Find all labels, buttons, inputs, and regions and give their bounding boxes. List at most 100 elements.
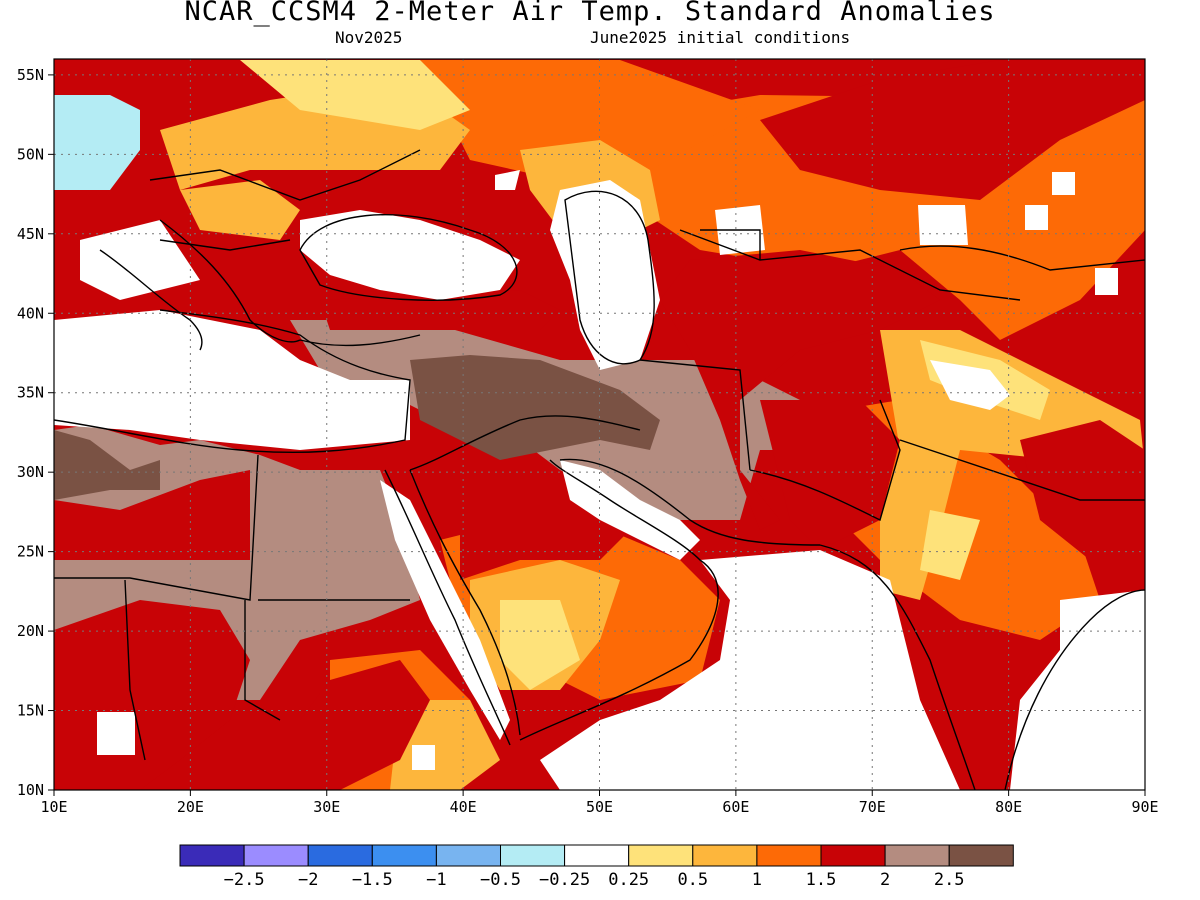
anomaly-region-mediterranean bbox=[54, 310, 410, 450]
colorbar-label: −1 bbox=[426, 870, 446, 890]
colorbar-label: 2.5 bbox=[934, 870, 965, 890]
forecast-month: Nov2025 bbox=[335, 28, 403, 47]
boundary-red-sea-coast bbox=[384, 469, 511, 746]
lat-tick-label: 40N bbox=[17, 304, 44, 322]
colorbar-swatch bbox=[884, 844, 950, 867]
lon-tick-label: 90E bbox=[1131, 798, 1158, 816]
boundary-border-india-n bbox=[899, 439, 1145, 501]
anomaly-region-red-turkey bbox=[320, 290, 560, 330]
anomaly-region-red-sudan-e bbox=[300, 660, 430, 790]
boundary-border-china bbox=[899, 245, 1145, 271]
boundary-border-eu-1 bbox=[149, 149, 421, 201]
colorbar-swatch bbox=[307, 844, 373, 867]
anomaly-region-adriatic bbox=[80, 220, 200, 300]
colorbar-swatch bbox=[435, 844, 501, 867]
colorbar-label: −2.5 bbox=[224, 870, 265, 890]
lon-tick-label: 40E bbox=[450, 798, 477, 816]
colorbar-label: −1.5 bbox=[352, 870, 393, 890]
lat-tick-label: 35N bbox=[17, 384, 44, 402]
boundary-border-ca-2 bbox=[700, 229, 761, 260]
map-title: NCAR_CCSM4 2-Meter Air Temp. Standard An… bbox=[184, 0, 996, 27]
anomaly-region-brown-sahara bbox=[54, 430, 160, 500]
boundary-black-sea-coast bbox=[299, 214, 518, 301]
lat-tick-label: 20N bbox=[17, 622, 44, 640]
boundary-anatolia-coast bbox=[299, 334, 421, 347]
lon-tick-label: 70E bbox=[859, 798, 886, 816]
boundary-arabia-coast bbox=[519, 459, 719, 741]
lon-tick-label: 50E bbox=[586, 798, 613, 816]
anomaly-region-himalaya-white bbox=[930, 360, 1010, 410]
anomaly-region-issyk bbox=[1095, 268, 1118, 295]
lon-tick-label: 80E bbox=[995, 798, 1022, 816]
boundary-italy-coast bbox=[99, 249, 203, 351]
boundary-mediterranean-coast bbox=[54, 309, 411, 454]
colorbar-swatch bbox=[179, 844, 245, 867]
boundary-border-afr-3 bbox=[244, 600, 281, 721]
boundary-red-sea-coast2 bbox=[409, 469, 521, 736]
anomaly-region-arabian-sea bbox=[540, 550, 960, 790]
boundary-border-ca-1 bbox=[679, 229, 1021, 301]
colorbar-swatch bbox=[500, 844, 566, 867]
lat-tick-label: 10N bbox=[17, 781, 44, 799]
anomaly-region-red-kaz bbox=[760, 60, 1145, 200]
boundary-border-afr-4 bbox=[124, 579, 146, 761]
colorbar-label: 1.5 bbox=[806, 870, 837, 890]
boundary-border-pak bbox=[749, 399, 901, 522]
lon-tick-label: 10E bbox=[40, 798, 67, 816]
boundary-border-eu-2 bbox=[159, 239, 291, 251]
anomaly-region-ly-india-c bbox=[920, 510, 980, 580]
lat-tick-label: 25N bbox=[17, 543, 44, 561]
colorbar: −2.5 −2 −1.5 −1 −0.5 −0.25 0.25 0.5 1 1.5 2 2.5 bbox=[179, 844, 1014, 890]
lat-tick-label: 30N bbox=[17, 463, 44, 481]
anomaly-region-black-sea bbox=[300, 210, 520, 300]
colorbar-label: 0.5 bbox=[677, 870, 708, 890]
boundary-border-me-1 bbox=[409, 415, 641, 471]
initial-conditions: June2025 initial conditions bbox=[590, 28, 851, 47]
anomaly-region-tan-africa-e bbox=[260, 470, 410, 620]
lat-tick-label: 50N bbox=[17, 145, 44, 163]
graticule bbox=[54, 59, 1145, 790]
anomaly-region-red-sea bbox=[380, 480, 510, 740]
anomaly-region-persian-gulf bbox=[560, 460, 700, 560]
lon-tick-label: 60E bbox=[722, 798, 749, 816]
anomaly-region-eu-blue bbox=[54, 95, 140, 190]
boundary-border-afr-1 bbox=[54, 454, 259, 601]
anomaly-region-lake-chad bbox=[97, 712, 135, 755]
lat-tick-label: 15N bbox=[17, 702, 44, 720]
lon-tick-label: 30E bbox=[313, 798, 340, 816]
boundary-gulf-coast bbox=[559, 458, 821, 546]
anomaly-region-lake-sm2 bbox=[1052, 172, 1075, 195]
colorbar-swatch bbox=[756, 844, 822, 867]
lat-tick-label: 45N bbox=[17, 225, 44, 243]
anomaly-region-ly-north bbox=[240, 60, 470, 130]
anomaly-region-bay-of-bengal bbox=[1010, 590, 1145, 790]
anomaly-region-balkhash bbox=[918, 205, 968, 245]
colorbar-label: −0.5 bbox=[480, 870, 521, 890]
colorbar-label: −0.25 bbox=[539, 870, 590, 890]
boundary-india-east-coast bbox=[1004, 589, 1145, 790]
anomaly-region-yo-india bbox=[880, 330, 1145, 600]
colorbar-label: −2 bbox=[298, 870, 318, 890]
anomaly-region-red-ne-india bbox=[1020, 420, 1145, 560]
colorbar-swatch bbox=[564, 844, 630, 867]
colorbar-label: 1 bbox=[752, 870, 762, 890]
colorbar-swatch bbox=[371, 844, 437, 867]
anomaly-region-brown-syria bbox=[410, 355, 660, 460]
lon-tick-label: 20E bbox=[177, 798, 204, 816]
boundary-border-me-2 bbox=[639, 359, 751, 471]
coastline-layer bbox=[54, 149, 1145, 790]
colorbar-label: 0.25 bbox=[608, 870, 649, 890]
anomaly-region-red-africa-w bbox=[54, 470, 250, 560]
colorbar-swatch bbox=[820, 844, 886, 867]
anomaly-region-lake-victoria bbox=[412, 745, 435, 770]
colorbar-swatch bbox=[628, 844, 694, 867]
anomaly-region-orange-north bbox=[420, 60, 760, 180]
anomaly-region-yo-balkans bbox=[180, 180, 300, 240]
colorbar-swatch bbox=[692, 844, 758, 867]
anomaly-region-north-ie bbox=[495, 170, 520, 190]
anomaly-region-ly-arabia bbox=[500, 600, 580, 690]
colorbar-label: 2 bbox=[880, 870, 890, 890]
anomaly-region-red-iran-east bbox=[660, 250, 940, 530]
